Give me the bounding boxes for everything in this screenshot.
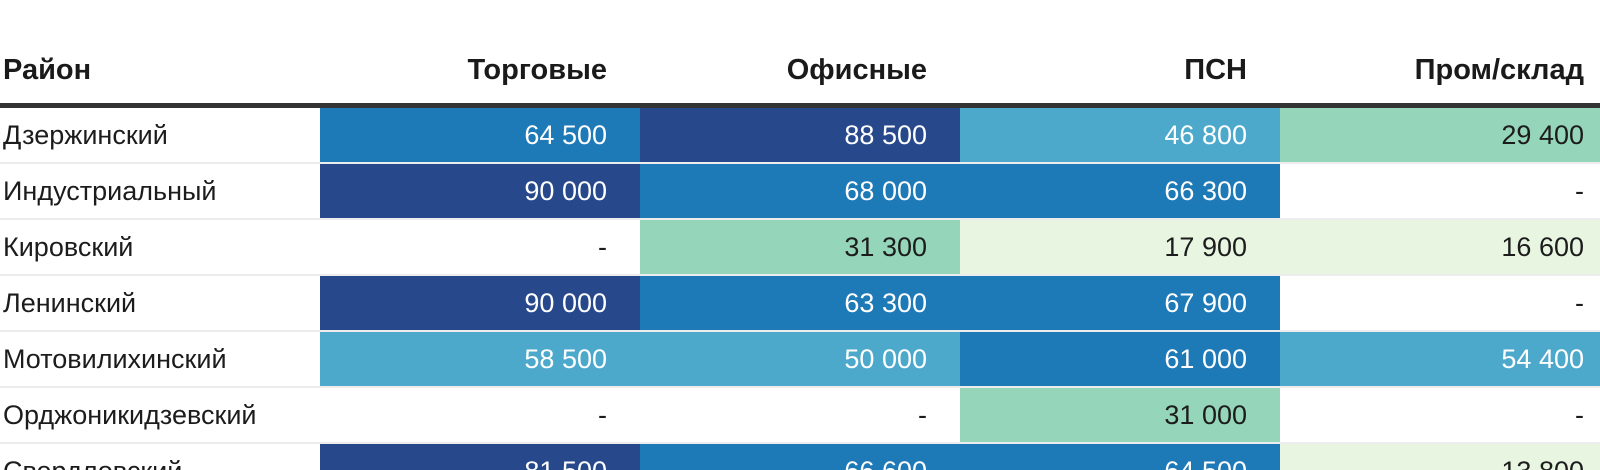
table-body: Дзержинский 64 500 88 500 46 800 29 400 Индус…	[0, 105, 1600, 470]
table-row: Кировский -31 300 17 900 16 600	[0, 219, 1600, 276]
column-header-industrial: Пром/склад	[1280, 0, 1600, 108]
district-cell: Орджоникидзевский	[0, 387, 320, 444]
column-header-office: Офисные	[640, 0, 960, 108]
value-cell: 63 300	[640, 275, 960, 332]
value-cell: -	[320, 219, 640, 276]
table-row: Мотовилихинский 58 500 50 000 61 000 54 400	[0, 331, 1600, 388]
value-cell: 31 300	[640, 219, 960, 276]
value-cell: -	[1280, 275, 1600, 332]
value-cell: -	[320, 387, 640, 444]
value-cell: 54 400	[1280, 331, 1600, 388]
district-cell: Индустриальный	[0, 163, 320, 220]
table-row: Свердловский81 50066 60064 50013 800	[0, 443, 1600, 470]
value-cell: 67 900	[960, 275, 1280, 332]
value-cell: 13 800	[1280, 443, 1600, 470]
table-row: Индустриальный 90 000 68 000 66 300-	[0, 163, 1600, 220]
district-cell: Мотовилихинский	[0, 331, 320, 388]
value-cell: 61 000	[960, 331, 1280, 388]
value-cell: 50 000	[640, 331, 960, 388]
value-cell: 66 600	[640, 443, 960, 470]
district-cell: Кировский	[0, 219, 320, 276]
district-cell: Дзержинский	[0, 105, 320, 164]
column-header-retail: Торговые	[320, 0, 640, 108]
table-row: Ленинский 90 000 63 300 67 900-	[0, 275, 1600, 332]
value-cell: 58 500	[320, 331, 640, 388]
value-cell: 90 000	[320, 163, 640, 220]
value-cell: 68 000	[640, 163, 960, 220]
value-cell: 17 900	[960, 219, 1280, 276]
header-row: Район Торговые Офисные ПСН Пром/склад	[0, 0, 1600, 108]
district-cell: Ленинский	[0, 275, 320, 332]
value-cell: 29 400	[1280, 105, 1600, 164]
column-header-psn: ПСН	[960, 0, 1280, 108]
value-cell: 64 500	[960, 443, 1280, 470]
value-cell: 90 000	[320, 275, 640, 332]
value-cell: 31 000	[960, 387, 1280, 444]
value-cell: 66 300	[960, 163, 1280, 220]
value-cell: -	[1280, 163, 1600, 220]
value-cell: 64 500	[320, 105, 640, 164]
value-cell: -	[1280, 387, 1600, 444]
column-header-district: Район	[0, 0, 320, 108]
value-cell: 16 600	[1280, 219, 1600, 276]
value-cell: 88 500	[640, 105, 960, 164]
district-cell: Свердловский	[0, 443, 320, 470]
value-cell: -	[640, 387, 960, 444]
value-cell: 81 500	[320, 443, 640, 470]
value-cell: 46 800	[960, 105, 1280, 164]
table-row: Орджоникидзевский - -31 000-	[0, 387, 1600, 444]
table-row: Дзержинский 64 500 88 500 46 800 29 400	[0, 105, 1600, 164]
